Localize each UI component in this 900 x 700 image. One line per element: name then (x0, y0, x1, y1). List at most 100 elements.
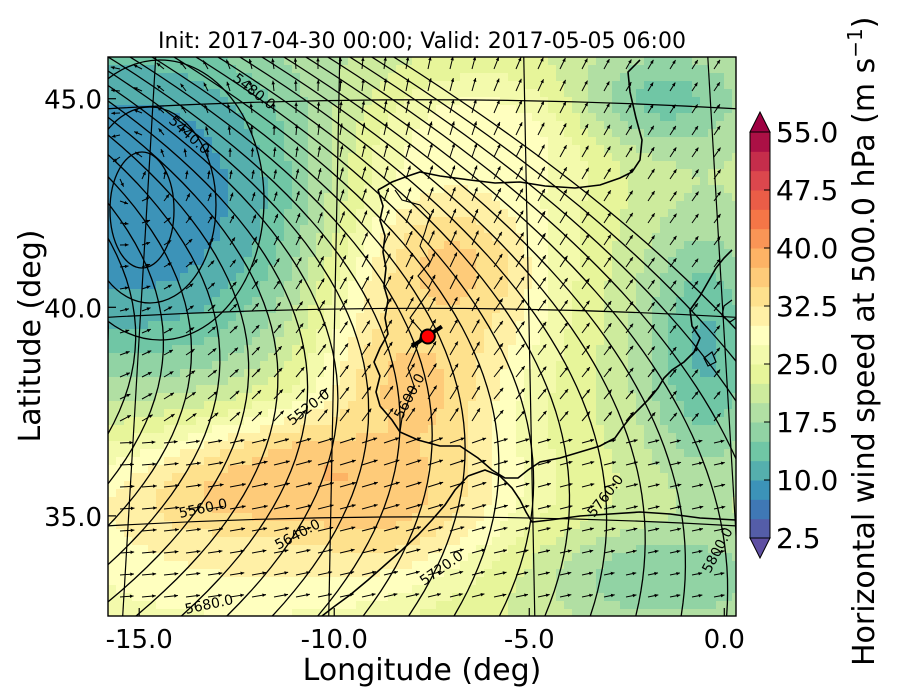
wind-speed-cell (596, 481, 605, 490)
wind-speed-cell (476, 225, 485, 234)
wind-speed-cell (172, 129, 181, 138)
map-plot-area[interactable]: 5440.0 5480.0 5520.0 5560.0 5600.0 5640.… (0, 27, 900, 639)
wind-speed-cell (396, 241, 405, 250)
wind-speed-cell (524, 225, 533, 234)
wind-speed-cell (556, 521, 565, 530)
wind-speed-cell (292, 513, 301, 522)
wind-speed-cell (684, 209, 693, 218)
wind-speed-cell (628, 361, 637, 370)
wind-speed-cell (292, 465, 301, 474)
wind-speed-cell (700, 161, 709, 170)
wind-speed-cell (268, 449, 277, 458)
wind-speed-cell (276, 465, 285, 474)
wind-speed-cell (340, 337, 349, 346)
wind-speed-cell (716, 113, 725, 122)
wind-speed-cell (668, 65, 677, 74)
wind-speed-cell (444, 225, 453, 234)
wind-speed-cell (196, 113, 205, 122)
wind-speed-cell (572, 409, 581, 418)
wind-speed-cell (444, 153, 453, 162)
wind-speed-cell (644, 313, 653, 322)
wind-speed-cell (396, 265, 405, 274)
wind-speed-cell (620, 153, 629, 162)
wind-speed-cell (188, 521, 197, 530)
wind-speed-cell (732, 305, 736, 314)
wind-speed-cell (156, 529, 165, 538)
wind-speed-cell (572, 481, 581, 490)
wind-speed-cell (220, 169, 229, 178)
wind-speed-cell (676, 385, 685, 394)
wind-speed-cell (252, 65, 261, 74)
wind-speed-cell (660, 257, 669, 266)
wind-speed-cell (676, 185, 685, 194)
wind-speed-cell (508, 65, 517, 74)
wind-speed-cell (444, 289, 453, 298)
wind-speed-cell (196, 433, 205, 442)
wind-speed-cell (508, 329, 517, 338)
wind-speed-cell (228, 105, 237, 114)
wind-speed-cell (604, 153, 613, 162)
wind-speed-cell (196, 233, 205, 242)
wind-speed-cell (692, 481, 701, 490)
wind-speed-cell (372, 465, 381, 474)
wind-speed-cell (268, 465, 277, 474)
wind-speed-cell (524, 89, 533, 98)
wind-speed-cell (580, 73, 589, 82)
wind-speed-cell (276, 305, 285, 314)
wind-speed-cell (172, 545, 181, 554)
wind-speed-cell (428, 193, 437, 202)
wind-speed-cell (260, 161, 269, 170)
wind-speed-cell (732, 345, 736, 354)
wind-speed-cell (556, 305, 565, 314)
wind-speed-cell (452, 209, 461, 218)
wind-speed-cell (628, 281, 637, 290)
wind-speed-cell (348, 369, 357, 378)
wind-speed-cell (188, 73, 197, 82)
wind-speed-cell (252, 345, 261, 354)
wind-speed-cell (188, 153, 197, 162)
wind-speed-cell (476, 545, 485, 554)
wind-speed-cell (156, 225, 165, 234)
wind-speed-cell (540, 137, 549, 146)
wind-speed-cell (188, 289, 197, 298)
wind-speed-cell (708, 97, 717, 106)
wind-speed-cell (684, 89, 693, 98)
wind-speed-cell (524, 489, 533, 498)
wind-speed-cell (124, 449, 133, 458)
wind-speed-cell (148, 329, 157, 338)
wind-speed-cell (628, 513, 637, 522)
wind-speed-cell (124, 361, 133, 370)
wind-speed-cell (444, 201, 453, 210)
wind-speed-cell (220, 385, 229, 394)
wind-speed-cell (412, 529, 421, 538)
wind-speed-cell (588, 281, 597, 290)
wind-speed-cell (316, 361, 325, 370)
wind-speed-cell (476, 161, 485, 170)
wind-speed-cell (596, 321, 605, 330)
wind-speed-cell (324, 377, 333, 386)
wind-speed-cell (564, 265, 573, 274)
wind-speed-cell (628, 217, 637, 226)
wind-speed-cell (268, 497, 277, 506)
wind-speed-cell (156, 377, 165, 386)
wind-speed-cell (236, 193, 245, 202)
wind-speed-cell (236, 265, 245, 274)
wind-speed-cell (364, 217, 373, 226)
wind-speed-cell (580, 289, 589, 298)
wind-speed-cell (596, 57, 605, 66)
wind-speed-cell (300, 89, 309, 98)
wind-speed-cell (268, 513, 277, 522)
wind-speed-cell (420, 145, 429, 154)
wind-speed-cell (300, 137, 309, 146)
wind-speed-cell (508, 289, 517, 298)
wind-speed-cell (460, 265, 469, 274)
wind-speed-cell (652, 233, 661, 242)
wind-speed-cell (308, 441, 317, 450)
wind-speed-cell (588, 417, 597, 426)
wind-speed-cell (348, 105, 357, 114)
wind-speed-cell (364, 121, 373, 130)
wind-speed-cell (276, 385, 285, 394)
wind-speed-cell (276, 537, 285, 546)
wind-speed-cell (212, 497, 221, 506)
wind-speed-cell (724, 425, 733, 434)
